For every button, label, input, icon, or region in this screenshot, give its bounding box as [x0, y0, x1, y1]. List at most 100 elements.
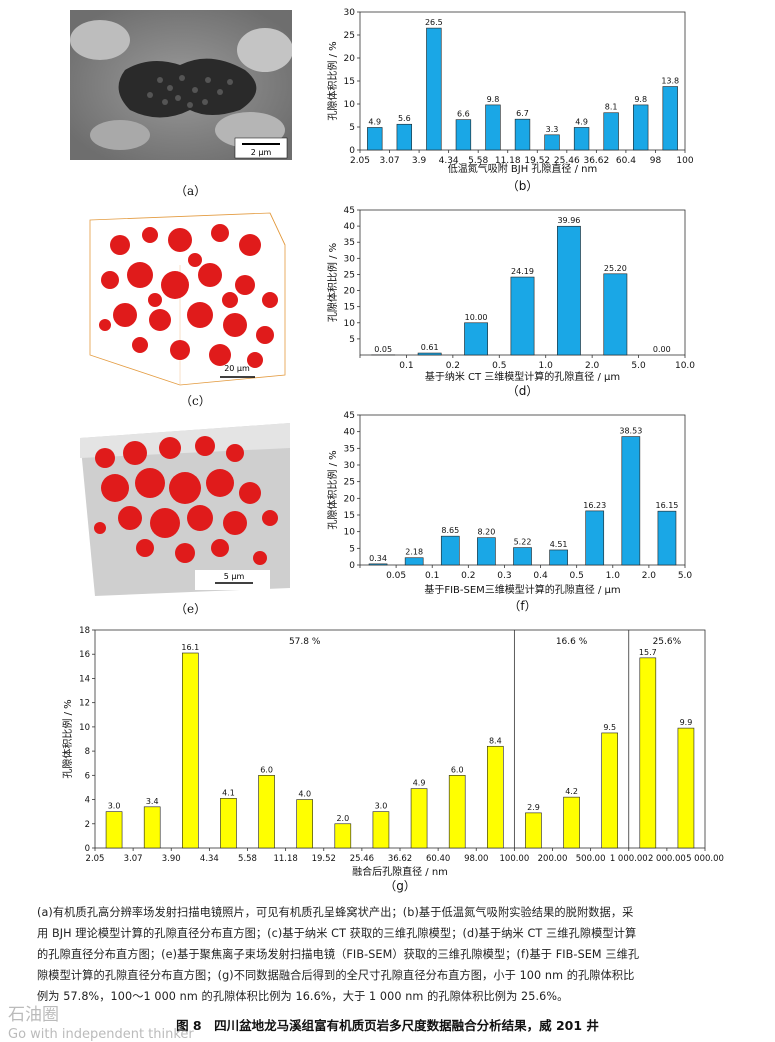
panel-label-d: （d）: [507, 384, 539, 398]
x-tick-label: 1.0: [539, 361, 554, 371]
x-tick-label: 0.3: [497, 571, 511, 581]
bar: [418, 353, 441, 355]
y-axis-label: 孔隙体积比例 / %: [326, 243, 339, 322]
y-tick-label: 30: [344, 8, 356, 18]
bar: [586, 511, 604, 565]
x-tick-label: 2.05: [86, 854, 105, 864]
data-label: 16.15: [655, 501, 678, 510]
bar: [633, 105, 648, 150]
x-tick-label: 100.00: [500, 854, 530, 864]
x-tick-label: 4.34: [200, 854, 219, 864]
region-label: 16.6 %: [556, 637, 588, 647]
y-tick-label: 6: [85, 771, 90, 781]
data-label: 5.22: [514, 538, 532, 547]
x-tick-label: 36.62: [388, 854, 412, 864]
bar: [367, 127, 382, 150]
bar: [106, 812, 122, 848]
y-tick-label: 12: [79, 699, 90, 709]
data-label: 9.8: [634, 95, 647, 104]
data-label: 2.18: [405, 548, 423, 557]
data-label: 6.0: [260, 765, 273, 774]
bar: [441, 536, 459, 565]
data-label: 0.00: [653, 345, 671, 354]
bar: [602, 733, 618, 848]
bar: [550, 550, 568, 565]
x-tick-label: 1 000.00: [610, 854, 648, 864]
x-tick-label: 5.58: [238, 854, 257, 864]
data-label: 9.8: [487, 95, 500, 104]
data-label: 6.0: [451, 765, 464, 774]
caption-line-4: 隙模型计算的孔隙直径分布直方图；(g)不同数据融合后得到的全尺寸孔隙直径分布直方…: [37, 965, 741, 986]
bar: [640, 658, 656, 848]
x-tick-label: 5 000.00: [686, 854, 724, 864]
x-tick-label: 3.9: [412, 156, 427, 166]
panel-label-f: （f）: [508, 599, 536, 613]
bar: [449, 775, 465, 848]
y-tick-label: 25: [344, 31, 355, 41]
data-label: 4.9: [575, 117, 588, 126]
bar: [297, 800, 313, 848]
data-label: 2.9: [527, 803, 540, 812]
chart-g: 0246810121416183.03.416.14.16.04.02.03.0…: [55, 620, 745, 898]
panel-label-c: （c）: [180, 392, 211, 409]
data-label: 13.8: [661, 77, 679, 86]
bar: [259, 775, 275, 848]
y-tick-label: 40: [344, 428, 356, 438]
bar: [477, 538, 495, 565]
data-label: 38.53: [619, 427, 642, 436]
bar: [604, 113, 619, 150]
y-tick-label: 10: [344, 528, 356, 538]
watermark-slogan: Go with independent thinker: [8, 1027, 194, 1042]
region-label: 25.6%: [653, 637, 682, 647]
y-tick-label: 15: [344, 303, 355, 313]
y-tick-label: 20: [344, 287, 356, 297]
bar: [464, 323, 487, 355]
bar: [411, 789, 427, 848]
x-tick-label: 2.05: [350, 156, 370, 166]
x-tick-label: 98: [650, 156, 662, 166]
bar: [658, 511, 676, 565]
data-label: 10.00: [465, 313, 488, 322]
y-tick-label: 0: [349, 146, 355, 156]
bar: [564, 797, 580, 848]
x-axis-label: 基于FIB-SEM三维模型计算的孔隙直径 / μm: [424, 583, 620, 596]
x-tick-label: 2 000.00: [648, 854, 686, 864]
y-tick-label: 5: [349, 544, 355, 554]
y-tick-label: 45: [344, 206, 355, 216]
y-tick-label: 16: [79, 650, 90, 660]
nano-ct-model-c: 20 μm: [80, 205, 290, 390]
data-label: 39.96: [557, 216, 580, 225]
panel-label-b: （b）: [507, 179, 539, 193]
y-tick-label: 30: [344, 461, 356, 471]
caption-line-1: (a)有机质孔高分辨率场发射扫描电镜照片，可见有机质孔呈蜂窝状产出；(b)基于低…: [37, 902, 741, 923]
x-tick-label: 11.18: [273, 854, 297, 864]
data-label: 8.20: [477, 528, 495, 537]
x-tick-label: 3.90: [162, 854, 181, 864]
caption-line-3: 的孔隙直径分布直方图；(e)基于聚焦离子束场发射扫描电镜（FIB-SEM）获取的…: [37, 944, 741, 965]
bar: [513, 548, 531, 565]
data-label: 2.0: [336, 814, 349, 823]
watermark: 石油圈 Go with independent thinker: [8, 1000, 194, 1042]
x-tick-label: 0.05: [386, 571, 406, 581]
bar: [397, 124, 412, 150]
data-label: 9.5: [603, 723, 616, 732]
y-tick-label: 14: [79, 674, 90, 684]
bar: [369, 564, 387, 565]
data-label: 15.7: [639, 648, 657, 657]
x-axis-label: 低温氮气吸附 BJH 孔隙直径 / nm: [448, 162, 598, 175]
sem-image: 2 μm: [70, 10, 292, 160]
y-tick-label: 8: [85, 747, 90, 757]
x-tick-label: 2.0: [642, 571, 657, 581]
panel-label-g: （g）: [384, 879, 416, 893]
y-tick-label: 4: [85, 796, 90, 806]
x-tick-label: 3.07: [124, 854, 143, 864]
data-label: 3.3: [546, 125, 559, 134]
scale-bar-a: 2 μm: [251, 148, 272, 157]
data-label: 3.0: [375, 802, 388, 811]
x-axis-label: 融合后孔隙直径 / nm: [352, 865, 448, 878]
x-tick-label: 19.52: [312, 854, 336, 864]
x-tick-label: 10.0: [675, 361, 695, 371]
data-label: 4.9: [368, 117, 381, 126]
